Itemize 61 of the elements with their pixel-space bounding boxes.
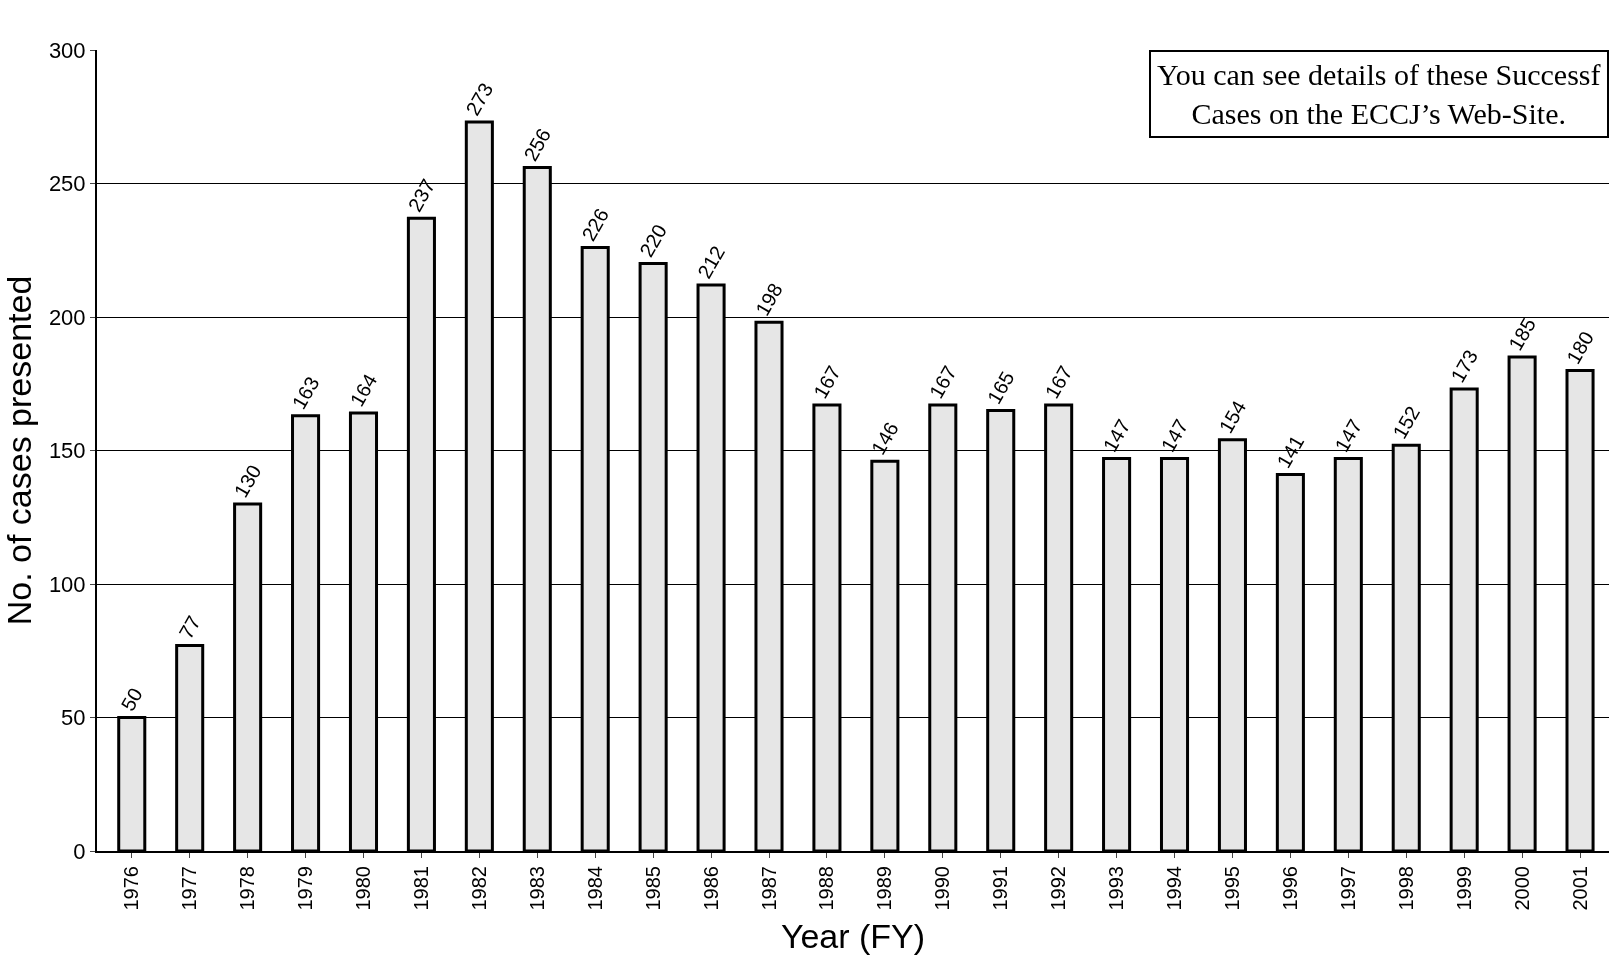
x-tick-label: 1992 (1047, 866, 1070, 911)
data-label: 152 (1388, 402, 1425, 443)
y-tick-label: 50 (61, 705, 86, 731)
x-tick-label: 1998 (1394, 866, 1417, 911)
data-label: 147 (1156, 415, 1193, 456)
data-label: 167 (809, 362, 845, 403)
x-tick-label: 1981 (409, 866, 432, 911)
x-tick-label: 1983 (525, 866, 548, 911)
data-label: 173 (1446, 346, 1483, 387)
data-label: 167 (924, 362, 961, 403)
x-tick-label: 2000 (1510, 866, 1533, 911)
data-label: 146 (866, 418, 903, 459)
annotation: You can see details of these Successf Cases on the ECCJ’s Web-Site. (1157, 58, 1601, 130)
y-axis-title: No. of cases presented (0, 275, 38, 626)
x-tick-label: 1993 (1105, 866, 1128, 911)
x-tick-label: 1988 (815, 866, 838, 911)
data-label: 141 (1272, 431, 1309, 472)
data-label: 273 (461, 79, 498, 120)
x-axis-title: Year (FY) (780, 917, 926, 956)
x-tick-label: 1977 (178, 866, 201, 911)
data-label: 180 (1562, 327, 1598, 368)
x-tick-label: 1984 (583, 866, 606, 911)
data-label: 198 (751, 279, 787, 320)
data-label: 167 (1040, 362, 1077, 403)
data-label: 77 (174, 612, 205, 643)
x-tick-label: 1987 (757, 866, 780, 911)
x-tick-label: 1986 (699, 866, 722, 911)
data-label: 165 (982, 367, 1019, 408)
x-tick-label: 2001 (1568, 866, 1591, 911)
x-tick-label: 1976 (120, 866, 143, 911)
x-tick-label: 1980 (351, 866, 374, 911)
x-tick-label: 1996 (1278, 866, 1301, 911)
data-label: 256 (519, 124, 556, 165)
data-label: 50 (116, 684, 147, 715)
y-tick-label: 300 (48, 37, 86, 63)
y-tick-label: 0 (73, 838, 86, 864)
x-tick-label: 1989 (873, 866, 896, 911)
data-label: 154 (1214, 396, 1251, 437)
x-tick-label: 1990 (931, 866, 954, 911)
x-tick-label: 1979 (294, 866, 317, 911)
data-label: 163 (287, 372, 324, 413)
data-label: 220 (635, 220, 672, 261)
x-tick-label: 1978 (236, 866, 259, 911)
y-tick-label: 100 (48, 571, 86, 597)
data-label: 147 (1330, 415, 1367, 456)
x-tick-label: 1985 (641, 866, 664, 911)
x-tick-label: 1995 (1220, 866, 1243, 911)
x-tick-label: 1982 (467, 866, 490, 911)
x-tick-label: 1997 (1336, 866, 1359, 911)
data-label: 164 (345, 370, 382, 411)
y-tick-label: 150 (48, 438, 86, 464)
data-label: 226 (577, 204, 614, 245)
data-label: 212 (693, 242, 729, 282)
data-label: 147 (1098, 415, 1135, 456)
data-label: 130 (229, 461, 266, 501)
data-label: 185 (1504, 314, 1540, 355)
x-tick-label: 1991 (989, 866, 1012, 911)
y-tick-label: 250 (48, 171, 86, 197)
x-tick-label: 1994 (1163, 866, 1186, 911)
y-tick-label: 200 (48, 304, 86, 330)
x-tick-label: 1999 (1452, 866, 1475, 911)
